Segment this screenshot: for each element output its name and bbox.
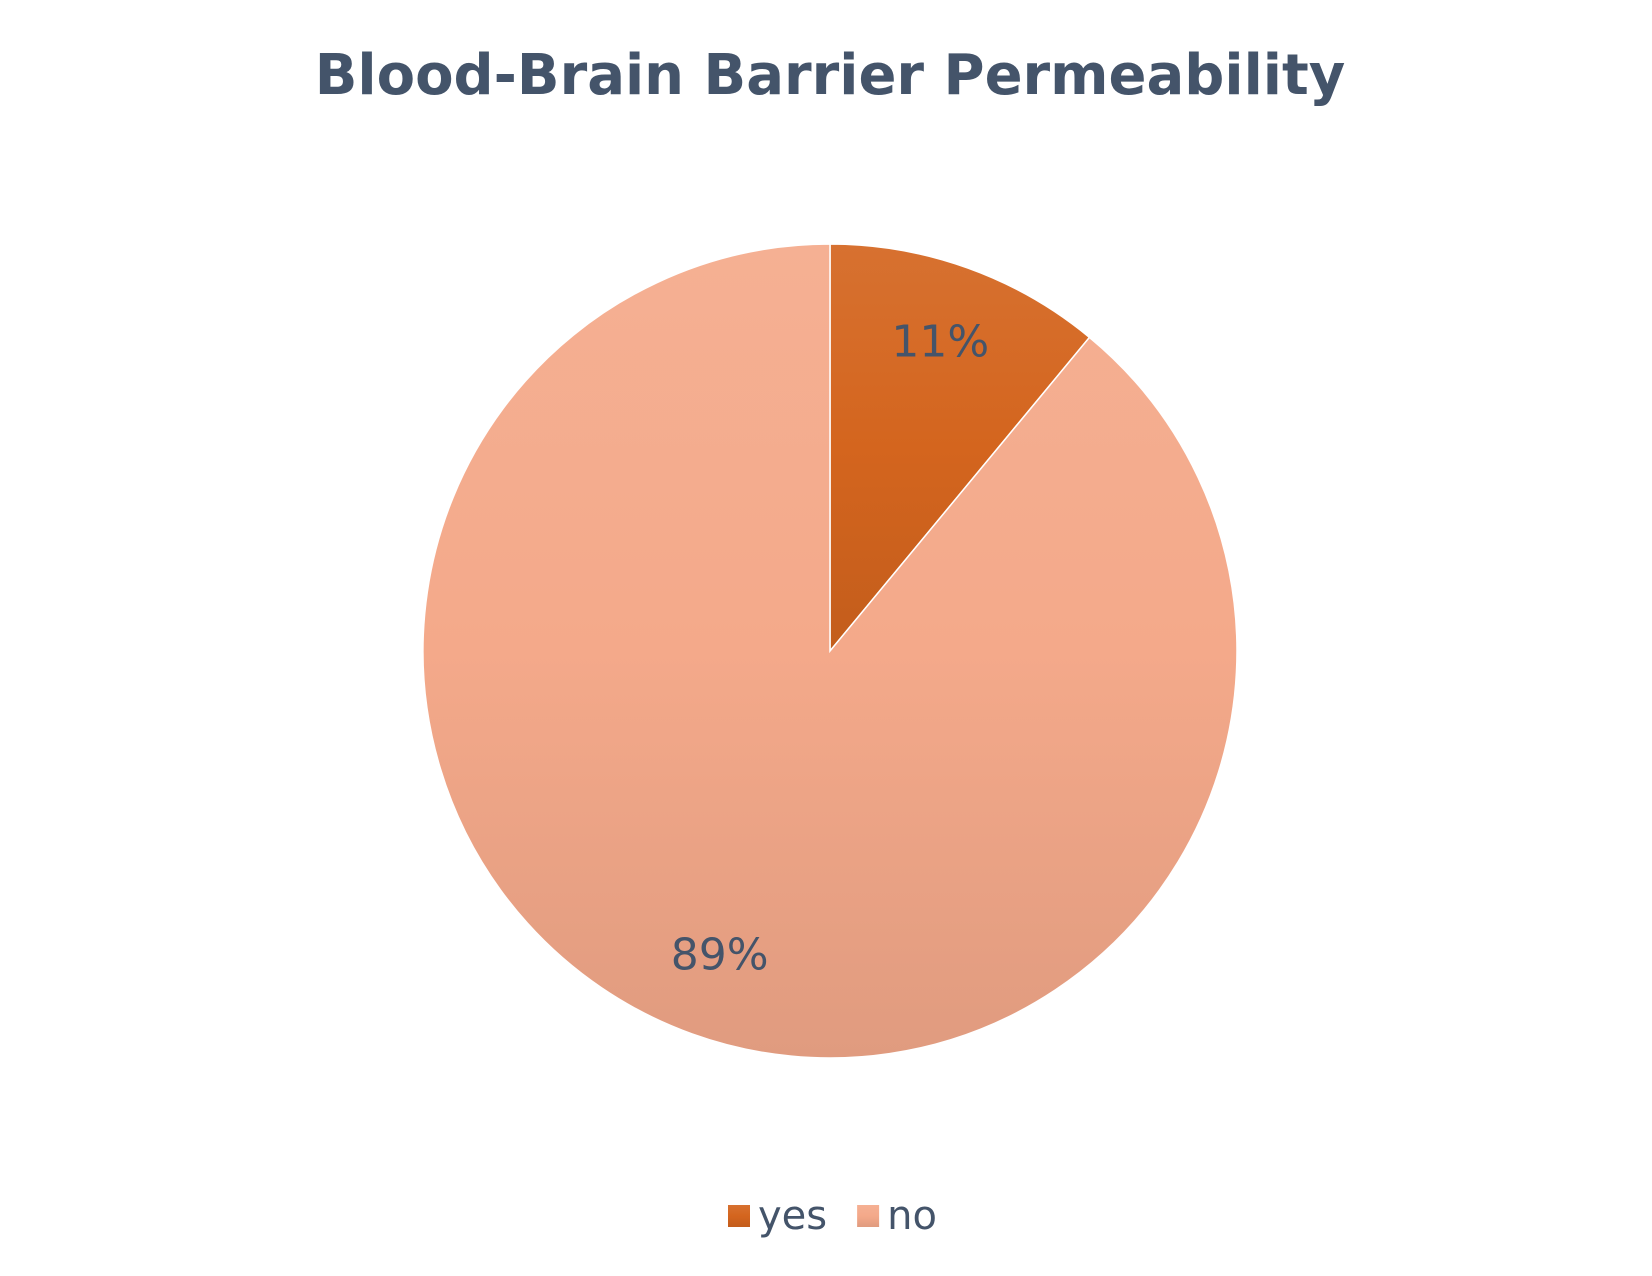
pie-slice <box>422 243 1238 1059</box>
legend-marker <box>728 1205 750 1227</box>
legend-label: no <box>887 1193 937 1239</box>
data-label: 89% <box>671 929 769 980</box>
pie-slice <box>829 243 1091 654</box>
chart-title: Blood-Brain Barrier Permeability <box>315 43 1346 108</box>
legend-label: yes <box>758 1193 827 1239</box>
data-label: 11% <box>891 317 989 368</box>
legend-marker <box>857 1205 880 1227</box>
